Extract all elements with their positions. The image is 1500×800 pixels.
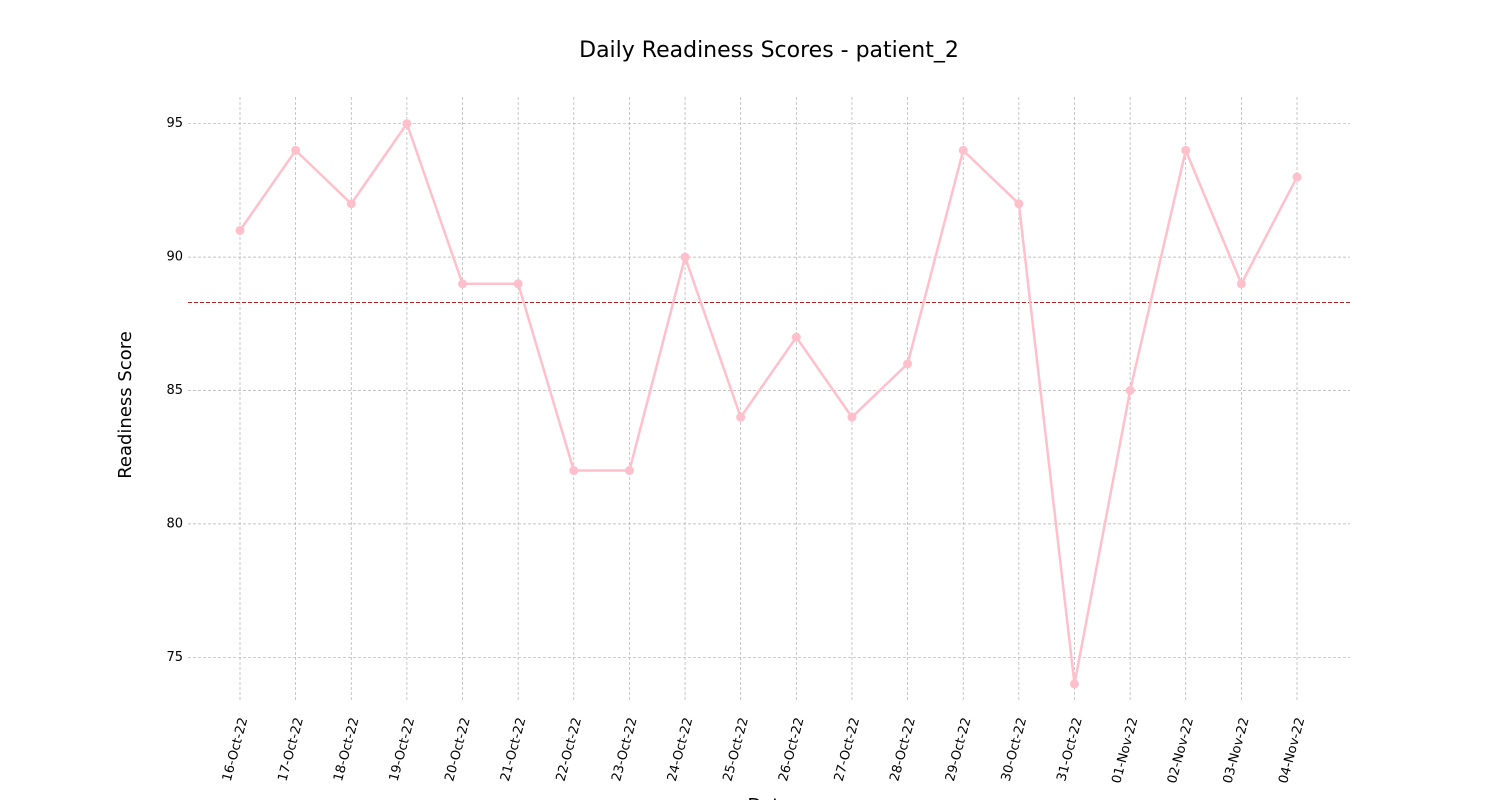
x-tick-label: 29-Oct-22	[943, 716, 974, 783]
data-point	[291, 145, 301, 155]
y-tick-label: 90	[166, 250, 183, 265]
data-point	[680, 252, 690, 262]
x-tick-label: 25-Oct-22	[721, 716, 752, 783]
x-tick-label: 02-Nov-22	[1165, 716, 1197, 785]
chart-title: Daily Readiness Scores - patient_2	[579, 38, 959, 63]
x-tick-label: 22-Oct-22	[554, 716, 585, 783]
data-point	[402, 119, 412, 129]
series-line	[238, 120, 1299, 685]
data-point	[903, 359, 913, 369]
x-tick-label: 01-Nov-22	[1109, 716, 1141, 785]
y-axis-label: Readiness Score	[115, 331, 136, 479]
x-tick-label: 27-Oct-22	[832, 716, 863, 783]
x-tick-label: 30-Oct-22	[999, 716, 1030, 783]
x-tick-label: 04-Nov-22	[1276, 716, 1308, 785]
x-tick-label: 21-Oct-22	[498, 716, 529, 783]
x-tick-label: 03-Nov-22	[1221, 716, 1253, 785]
data-point	[346, 199, 356, 209]
x-tick-label: 26-Oct-22	[776, 716, 807, 783]
data-point	[1292, 172, 1302, 182]
x-tick-label: 31-Oct-22	[1054, 716, 1085, 783]
y-tick-label: 85	[166, 383, 183, 398]
y-tick-label: 95	[166, 116, 183, 131]
x-tick-label: 19-Oct-22	[387, 716, 418, 783]
data-point	[458, 279, 468, 289]
x-tick-label: 24-Oct-22	[665, 716, 696, 783]
data-point	[736, 412, 746, 422]
data-point	[847, 412, 857, 422]
data-point	[624, 466, 634, 476]
data-point	[791, 332, 801, 342]
data-point	[569, 466, 579, 476]
data-point	[235, 225, 245, 235]
data-point	[1069, 679, 1079, 689]
x-tick-label: 18-Oct-22	[331, 716, 362, 783]
y-tick-label: 75	[166, 650, 183, 665]
x-tick-label: 16-Oct-22	[220, 716, 251, 783]
x-tick-label: 17-Oct-22	[275, 716, 306, 783]
y-tick-label: 80	[166, 516, 183, 531]
data-point	[513, 279, 523, 289]
x-tick-label: 28-Oct-22	[887, 716, 918, 783]
data-point	[1014, 199, 1024, 209]
x-axis-label: Date	[747, 795, 790, 800]
data-point	[1236, 279, 1246, 289]
x-tick-label: 20-Oct-22	[442, 716, 473, 783]
data-point	[1181, 145, 1191, 155]
data-point	[958, 145, 968, 155]
x-tick-label: 23-Oct-22	[609, 716, 640, 783]
data-point	[1125, 385, 1135, 395]
